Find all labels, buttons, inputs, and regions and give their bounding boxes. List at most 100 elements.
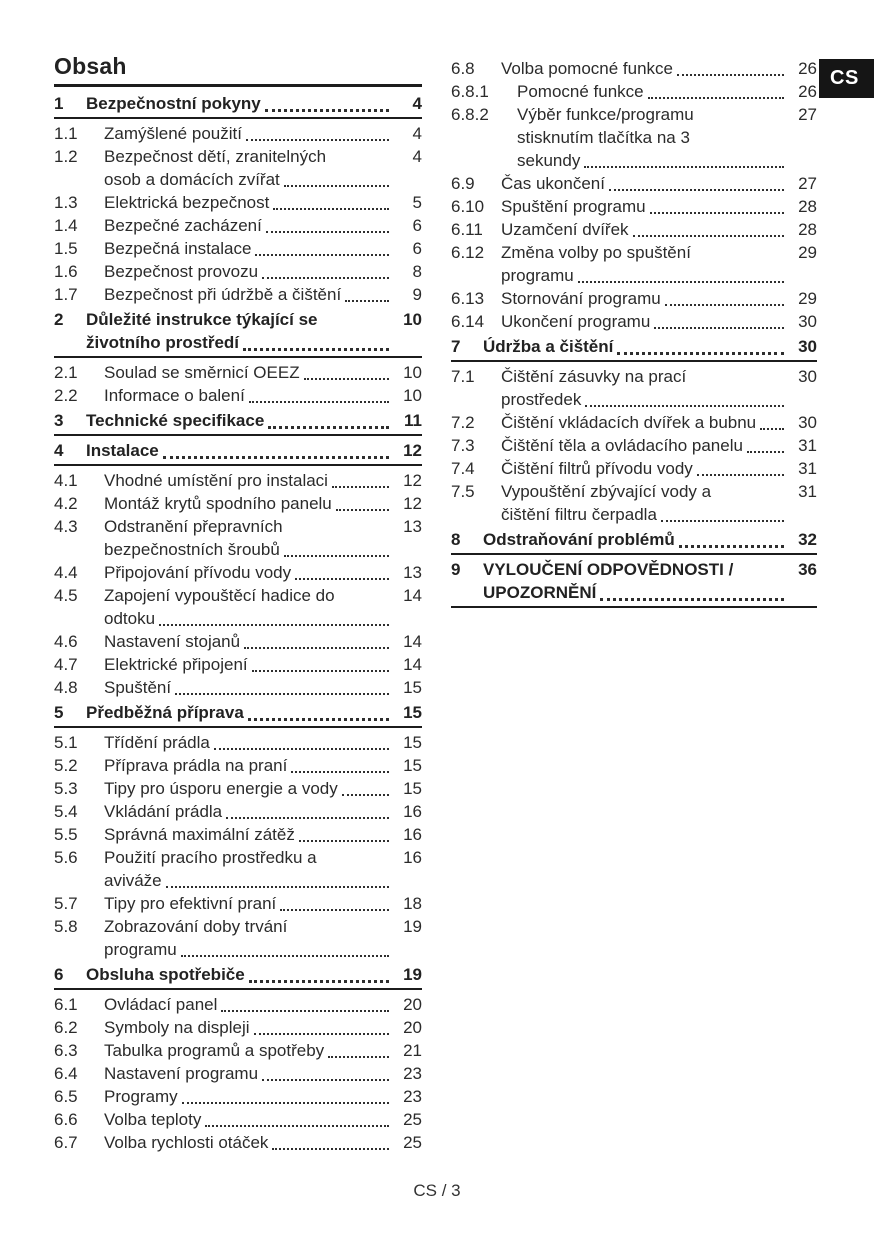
toc-entry-title: Ukončení programu — [501, 310, 787, 333]
toc-entry: 6.9 Čas ukončení 27 — [451, 172, 817, 195]
toc-entry-title-text: Čas ukončení — [501, 174, 605, 193]
toc-entry-title: Obsluha spotřebiče — [86, 963, 392, 986]
toc-entry-title-line: Tipy pro úsporu energie a vody — [104, 777, 392, 800]
toc-entry-title: Vypouštění zbývající vody a čištění filtr… — [501, 480, 787, 526]
toc-entry-title: Odstranění přepravních bezpečnostních šro… — [104, 515, 392, 561]
toc-entry-title-text: aviváže — [104, 871, 162, 890]
toc-entry-page: 16 — [403, 802, 422, 821]
toc-entry-title-text: Příprava prádla na praní — [104, 756, 288, 775]
toc-entry: 6.13 Stornování programu 29 — [451, 287, 817, 310]
language-tab-label: CS — [830, 67, 859, 89]
toc-entry-title-text: Bezpečná instalace — [104, 239, 252, 258]
toc-entry-title-line: Zamýšlené použití — [104, 122, 392, 145]
toc-entry-title-text: Zobrazování doby trvání — [104, 917, 288, 936]
toc-entry-page: 36 — [798, 560, 817, 579]
toc-entry-page: 8 — [412, 262, 422, 281]
toc-entry-title: Elektrická bezpečnost — [104, 191, 392, 214]
toc-entry-page: 6 — [412, 239, 422, 258]
toc-entry-title-line: Bezpečnost dětí, zranitelných — [104, 145, 392, 168]
toc-entry-page: 26 — [798, 82, 817, 101]
toc-entry-page: 16 — [403, 848, 422, 867]
toc-entry: 1.6 Bezpečnost provozu 8 — [54, 260, 422, 283]
toc-entry-title-line: Pomocné funkce — [517, 80, 787, 103]
toc-entry-title: Čas ukončení — [501, 172, 787, 195]
toc-entry-title-line: životního prostředí — [86, 331, 392, 354]
toc-entry-page: 14 — [403, 632, 422, 651]
toc-entry-title-text: Stornování programu — [501, 289, 661, 308]
toc-entry-title: Údržba a čištění — [483, 335, 787, 358]
toc-entry-title-text: Soulad se směrnicí OEEZ — [104, 363, 300, 382]
toc-entry-title-text: programu — [501, 266, 574, 285]
toc-entry-title: Nastavení programu — [104, 1062, 392, 1085]
toc-entry-title: Vhodné umístění pro instalaci — [104, 469, 392, 492]
toc-entry: 2 Důležité instrukce týkající se životního… — [54, 308, 422, 358]
toc-entry-title-text: Výběr funkce/programu — [517, 105, 694, 124]
dot-leader — [608, 172, 784, 191]
toc-entry: 3 Technické specifikace 11 — [54, 409, 422, 436]
toc-entry-page: 12 — [403, 441, 422, 460]
toc-entry: 4.3 Odstranění přepravních bezpečnostních … — [54, 515, 422, 561]
toc-entry-title-line: Nastavení programu — [104, 1062, 392, 1085]
dot-leader — [654, 310, 784, 329]
toc-entry: 4.6 Nastavení stojanů 14 — [54, 630, 422, 653]
toc-entry-number: 4.7 — [54, 655, 78, 674]
toc-entry-page: 15 — [403, 678, 422, 697]
dot-leader — [746, 434, 784, 453]
toc-entry-title-text: Ovládací panel — [104, 995, 218, 1014]
toc-entry-title: Bezpečnost při údržbě a čištění — [104, 283, 392, 306]
toc-entry-title-line: Čištění těla a ovládacího panelu — [501, 434, 787, 457]
toc-entry-title-line: Příprava prádla na praní — [104, 754, 392, 777]
toc-entry-page: 18 — [403, 894, 422, 913]
toc-entry-title-text: Volba teploty — [104, 1110, 202, 1129]
toc-entry: 5.5 Správná maximální zátěž 16 — [54, 823, 422, 846]
toc-entry: 5.4 Vkládání prádla 16 — [54, 800, 422, 823]
dot-leader — [335, 492, 389, 511]
toc-entry-title-line: Čas ukončení — [501, 172, 787, 195]
dot-leader — [268, 409, 389, 429]
toc-entry-page: 10 — [403, 310, 422, 329]
toc-entry-title: VYLOUČENÍ ODPOVĚDNOSTI / UPOZORNĚNÍ — [483, 558, 787, 604]
toc-entry-title-text: Čištění těla a ovládacího panelu — [501, 436, 743, 455]
toc-entry: 4.8 Spuštění 15 — [54, 676, 422, 699]
toc-entry-number: 4.2 — [54, 494, 78, 513]
dot-leader — [251, 653, 389, 672]
toc-entry-title-text: Bezpečnost dětí, zranitelných — [104, 147, 327, 166]
toc-entry-title: Ovládací panel — [104, 993, 392, 1016]
toc-entry-title: Čištění vkládacích dvířek a bubnu — [501, 411, 787, 434]
toc-entry-number: 7.5 — [451, 482, 475, 501]
toc-entry-title-line: Bezpečnost při údržbě a čištění — [104, 283, 392, 306]
toc-entry: 6.11 Uzamčení dvířek 28 — [451, 218, 817, 241]
toc-entry-number: 6.4 — [54, 1064, 78, 1083]
toc-entry-title-line: Vhodné umístění pro instalaci — [104, 469, 392, 492]
toc-entry-number: 7.4 — [451, 459, 475, 478]
toc-entry-title: Zobrazování doby trvání programu — [104, 915, 392, 961]
toc-entry: 1.4 Bezpečné zacházení 6 — [54, 214, 422, 237]
dot-leader — [262, 1062, 389, 1081]
toc-entry-title-text: Čištění filtrů přívodu vody — [501, 459, 693, 478]
toc-entry-title-line: Vypouštění zbývající vody a — [501, 480, 787, 503]
toc-entry-title: Bezpečnostní pokyny — [86, 92, 392, 115]
toc-entry-title: Bezpečná instalace — [104, 237, 392, 260]
dot-leader — [243, 331, 389, 351]
toc-entry: 1.7 Bezpečnost při údržbě a čištění 9 — [54, 283, 422, 306]
toc-entry-page: 4 — [412, 124, 422, 143]
toc-entry-title-text: Třídění prádla — [104, 733, 210, 752]
dot-leader — [180, 938, 389, 957]
toc-entry-title-text: odtoku — [104, 609, 156, 628]
dot-leader — [264, 92, 389, 112]
toc-entry-title-line: Důležité instrukce týkající se — [86, 308, 392, 331]
toc-entry-title: Informace o balení — [104, 384, 392, 407]
toc-entry-title-text: VYLOUČENÍ ODPOVĚDNOSTI / — [483, 560, 734, 579]
toc-entry-title-text: osob a domácích zvířat — [104, 170, 280, 189]
toc-entry-page: 27 — [798, 105, 817, 124]
toc-entry-title-line: Tipy pro efektivní praní — [104, 892, 392, 915]
toc-entry-title: Soulad se směrnicí OEEZ — [104, 361, 392, 384]
dot-leader — [272, 1131, 389, 1150]
toc-entry-page: 21 — [403, 1041, 422, 1060]
toc-entry-title-line: Zobrazování doby trvání — [104, 915, 392, 938]
toc-entry-number: 6.5 — [54, 1087, 78, 1106]
toc-entry-title-text: Volba rychlosti otáček — [104, 1133, 269, 1152]
toc-entry-title-text: prostředek — [501, 390, 582, 409]
toc-entry-page: 31 — [798, 436, 817, 455]
toc-entry-title-line: Symboly na displeji — [104, 1016, 392, 1039]
